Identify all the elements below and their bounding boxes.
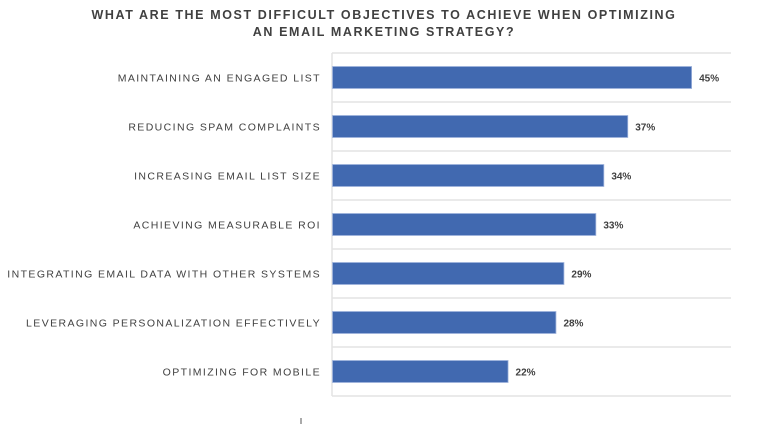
bar <box>332 262 565 285</box>
bar <box>332 66 693 89</box>
bar <box>332 115 629 138</box>
value-label: 28% <box>563 319 583 330</box>
category-label: LEVERAGING PERSONALIZATION EFFECTIVELY <box>26 318 321 330</box>
category-label: INCREASING EMAIL LIST SIZE <box>134 171 321 183</box>
category-label: ACHIEVING MEASURABLE ROI <box>133 220 321 232</box>
bar <box>332 213 597 236</box>
value-label: 22% <box>516 368 536 379</box>
bar <box>332 311 557 334</box>
value-label: 45% <box>699 74 719 85</box>
value-label: 29% <box>571 270 591 281</box>
value-label: 33% <box>603 221 623 232</box>
value-label: 37% <box>635 123 655 134</box>
category-label: MAINTAINING AN ENGAGED LIST <box>118 73 321 85</box>
chart-title-line-1: WHAT ARE THE MOST DIFFICULT OBJECTIVES T… <box>91 8 677 22</box>
category-label: OPTIMIZING FOR MOBILE <box>163 367 321 379</box>
category-label: REDUCING SPAM COMPLAINTS <box>128 122 321 134</box>
chart-title-line-2: AN EMAIL MARKETING STRATEGY? <box>252 25 516 39</box>
bar <box>332 164 605 187</box>
chart-title: WHAT ARE THE MOST DIFFICULT OBJECTIVES T… <box>0 7 768 41</box>
value-label: 34% <box>611 172 631 183</box>
category-label: INTEGRATING EMAIL DATA WITH OTHER SYSTEM… <box>7 269 321 281</box>
bar <box>332 360 509 383</box>
